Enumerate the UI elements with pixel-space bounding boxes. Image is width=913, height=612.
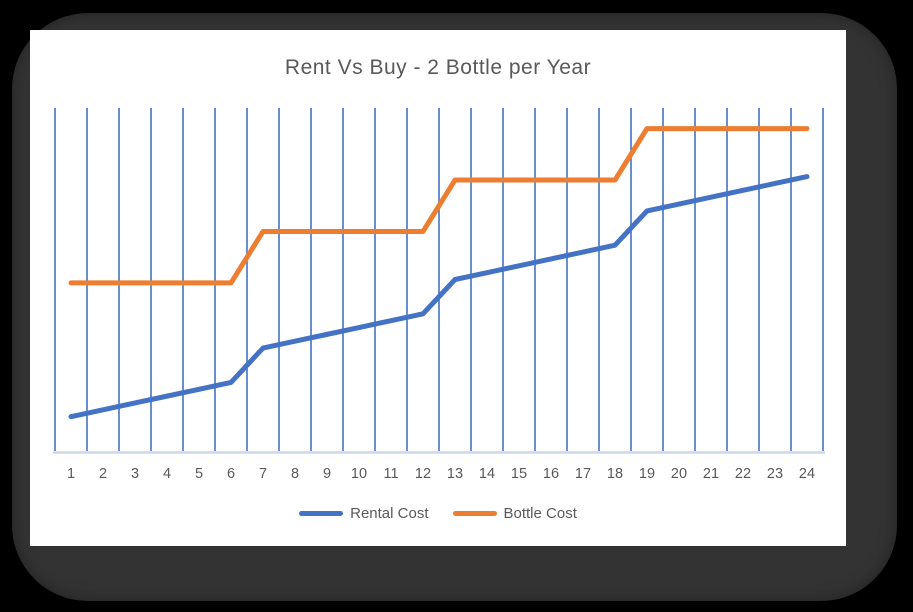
legend-label: Bottle Cost [503,505,577,522]
legend-item-bottle-cost: Bottle Cost [452,505,577,522]
x-tick-label: 17 [575,466,591,482]
x-tick-label: 9 [323,466,331,482]
x-tick-label: 24 [799,466,815,482]
x-tick-label: 19 [639,466,655,482]
series-line-bottle-cost [68,126,810,286]
x-tick-label: 12 [415,466,431,482]
x-tick-label: 23 [767,466,783,482]
x-tick-label: 21 [703,466,719,482]
series-line-rental-cost [68,174,810,420]
x-tick-label: 7 [259,466,267,482]
x-tick-label: 14 [479,466,495,482]
legend-label: Rental Cost [350,505,429,522]
x-tick-label: 6 [227,466,235,482]
legend-swatch [299,511,344,516]
legend-item-rental-cost: Rental Cost [299,505,429,522]
x-tick-label: 20 [671,466,687,482]
chart-title: Rent Vs Buy - 2 Bottle per Year [284,56,592,79]
x-tick-label: 5 [195,466,203,482]
plot-area: 1 2 3 4 5 6 7 8 9 10 11 12 13 14 15 16 17 18 19 20 21 22 23 24 [53,108,825,482]
x-tick-label: 13 [447,466,463,482]
x-tick-label: 4 [163,466,171,482]
x-tick-label: 15 [511,466,527,482]
x-tick-label: 1 [67,466,75,482]
x-tick-label: 8 [291,466,299,482]
x-tick-label: 2 [99,466,107,482]
chart-legend: Rental Cost Bottle Cost [30,505,846,522]
x-tick-label: 10 [351,466,367,482]
x-tick-label: 16 [543,466,559,482]
x-tick-label: 3 [131,466,139,482]
x-tick-label: 22 [735,466,751,482]
legend-swatch [452,511,497,516]
x-tick-label: 11 [383,466,398,482]
x-tick-label: 18 [607,466,623,482]
